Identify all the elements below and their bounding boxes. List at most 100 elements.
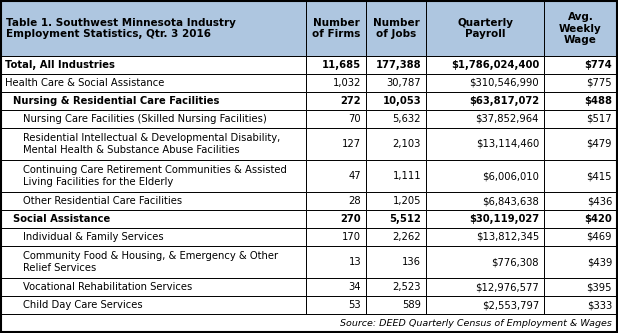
Text: Nursing Care Facilities (Skilled Nursing Facilities): Nursing Care Facilities (Skilled Nursing…	[23, 114, 267, 124]
Text: Health Care & Social Assistance: Health Care & Social Assistance	[5, 78, 164, 88]
Text: $488: $488	[584, 96, 612, 106]
Text: $1,786,024,400: $1,786,024,400	[451, 60, 539, 70]
Bar	[366, 110, 426, 128]
Bar	[544, 210, 617, 228]
Bar	[1, 278, 306, 296]
Bar	[1, 128, 306, 160]
Text: Residential Intellectual & Developmental Disability,
Mental Health & Substance A: Residential Intellectual & Developmental…	[23, 133, 280, 155]
Text: 34: 34	[349, 282, 361, 292]
Text: 177,388: 177,388	[375, 60, 421, 70]
Text: $6,843,638: $6,843,638	[482, 196, 539, 206]
Bar	[1, 56, 306, 74]
Text: Quarterly
Payroll: Quarterly Payroll	[457, 18, 513, 39]
Text: 11,685: 11,685	[322, 60, 361, 70]
Bar	[306, 160, 366, 192]
Text: 272: 272	[341, 96, 361, 106]
Bar	[426, 110, 544, 128]
Text: 5,632: 5,632	[392, 114, 421, 124]
Bar	[1, 192, 306, 210]
Bar	[1, 160, 306, 192]
Bar	[544, 128, 617, 160]
Bar	[544, 246, 617, 278]
Text: 2,523: 2,523	[392, 282, 421, 292]
Bar	[1, 110, 306, 128]
Text: $415: $415	[586, 171, 612, 181]
Bar	[426, 296, 544, 314]
Text: 2,262: 2,262	[392, 232, 421, 242]
Bar	[544, 110, 617, 128]
Text: $2,553,797: $2,553,797	[482, 300, 539, 310]
Text: $395: $395	[586, 282, 612, 292]
Bar	[426, 56, 544, 74]
Text: 10,053: 10,053	[383, 96, 421, 106]
Text: 13: 13	[349, 257, 361, 267]
Text: 53: 53	[349, 300, 361, 310]
Bar	[1, 1, 306, 56]
Bar	[1, 92, 306, 110]
Bar	[366, 74, 426, 92]
Bar	[306, 1, 366, 56]
Bar	[306, 296, 366, 314]
Bar	[426, 74, 544, 92]
Text: 270: 270	[341, 214, 361, 224]
Bar	[426, 210, 544, 228]
Text: $776,308: $776,308	[491, 257, 539, 267]
Bar	[1, 74, 306, 92]
Bar	[426, 246, 544, 278]
Text: $420: $420	[584, 214, 612, 224]
Text: Source: DEED Quarterly Census of Employment & Wages: Source: DEED Quarterly Census of Employm…	[340, 318, 612, 327]
Bar	[426, 128, 544, 160]
Bar	[366, 1, 426, 56]
Bar	[544, 1, 617, 56]
Bar	[544, 56, 617, 74]
Bar	[426, 192, 544, 210]
Bar	[306, 192, 366, 210]
Bar	[426, 1, 544, 56]
Text: 47: 47	[349, 171, 361, 181]
Bar	[1, 296, 306, 314]
Text: Number
of Firms: Number of Firms	[312, 18, 360, 39]
Text: 1,032: 1,032	[332, 78, 361, 88]
Text: $13,812,345: $13,812,345	[476, 232, 539, 242]
Bar	[544, 228, 617, 246]
Bar	[544, 160, 617, 192]
Text: $310,546,990: $310,546,990	[470, 78, 539, 88]
Bar	[544, 92, 617, 110]
Text: Individual & Family Services: Individual & Family Services	[23, 232, 164, 242]
Bar	[366, 228, 426, 246]
Bar	[306, 278, 366, 296]
Bar	[366, 296, 426, 314]
Text: 127: 127	[342, 139, 361, 149]
Text: 70: 70	[349, 114, 361, 124]
Text: $6,006,010: $6,006,010	[482, 171, 539, 181]
Text: $12,976,577: $12,976,577	[475, 282, 539, 292]
Text: 1,111: 1,111	[392, 171, 421, 181]
Bar	[366, 246, 426, 278]
Text: $439: $439	[586, 257, 612, 267]
Text: 2,103: 2,103	[392, 139, 421, 149]
Text: 136: 136	[402, 257, 421, 267]
Text: Nursing & Residential Care Facilities: Nursing & Residential Care Facilities	[13, 96, 219, 106]
Bar	[306, 128, 366, 160]
Bar	[306, 56, 366, 74]
Text: Total, All Industries: Total, All Industries	[5, 60, 115, 70]
Bar	[306, 74, 366, 92]
Text: $13,114,460: $13,114,460	[476, 139, 539, 149]
Bar	[366, 128, 426, 160]
Text: Community Food & Housing, & Emergency & Other
Relief Services: Community Food & Housing, & Emergency & …	[23, 251, 278, 273]
Text: Vocational Rehabilitation Services: Vocational Rehabilitation Services	[23, 282, 192, 292]
Bar	[306, 110, 366, 128]
Text: $436: $436	[586, 196, 612, 206]
Bar	[306, 210, 366, 228]
Bar	[426, 278, 544, 296]
Bar	[366, 160, 426, 192]
Text: Social Assistance: Social Assistance	[13, 214, 110, 224]
Text: Number
of Jobs: Number of Jobs	[373, 18, 420, 39]
Text: $775: $775	[586, 78, 612, 88]
Bar	[1, 246, 306, 278]
Text: Table 1. Southwest Minnesota Industry
Employment Statistics, Qtr. 3 2016: Table 1. Southwest Minnesota Industry Em…	[6, 18, 236, 39]
Bar	[544, 192, 617, 210]
Text: 28: 28	[349, 196, 361, 206]
Bar	[306, 228, 366, 246]
Text: $37,852,964: $37,852,964	[476, 114, 539, 124]
